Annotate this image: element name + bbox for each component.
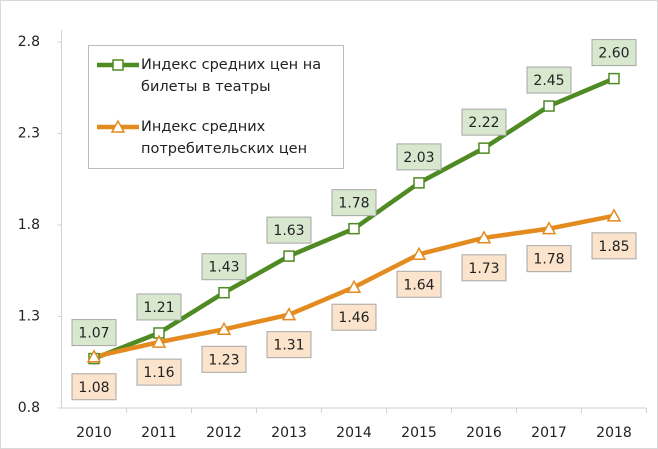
data-label-box bbox=[71, 319, 117, 347]
data-label-box bbox=[526, 245, 572, 273]
legend-label: Индекс средних цен на билеты в театры bbox=[141, 57, 322, 95]
marker bbox=[112, 59, 124, 71]
data-label: 1.23 bbox=[208, 352, 239, 368]
data-label: 1.21 bbox=[143, 300, 174, 316]
marker bbox=[411, 246, 427, 261]
data-label-box bbox=[591, 39, 637, 67]
data-label: 1.64 bbox=[403, 277, 434, 293]
x-tick-label: 2010 bbox=[76, 425, 112, 441]
data-label: 1.78 bbox=[338, 196, 369, 212]
data-label: 1.85 bbox=[598, 239, 629, 255]
y-tick-label: 2.3 bbox=[18, 126, 40, 142]
marker bbox=[151, 334, 167, 348]
legend-label: Индекс средних потребительских цен bbox=[141, 119, 308, 157]
marker bbox=[541, 221, 557, 235]
data-label-box bbox=[331, 303, 377, 331]
data-label: 1.46 bbox=[338, 310, 369, 326]
data-label-box bbox=[396, 270, 442, 298]
y-tick-label: 0.8 bbox=[18, 400, 40, 416]
marker bbox=[543, 100, 555, 112]
data-label: 2.22 bbox=[468, 115, 499, 131]
data-label: 1.73 bbox=[468, 261, 499, 277]
marker bbox=[413, 177, 425, 189]
data-label-box bbox=[396, 143, 442, 171]
data-label: 1.78 bbox=[533, 252, 564, 268]
x-tick-label: 2013 bbox=[271, 425, 307, 441]
data-label-box bbox=[71, 373, 117, 401]
x-tick-label: 2016 bbox=[466, 425, 502, 441]
data-label-box bbox=[591, 232, 637, 260]
y-tick-label: 1.8 bbox=[18, 217, 40, 233]
marker bbox=[218, 286, 230, 299]
data-label: 1.31 bbox=[273, 338, 304, 354]
data-label-box bbox=[266, 216, 312, 244]
marker bbox=[606, 208, 622, 222]
marker bbox=[283, 250, 295, 262]
legend-swatch bbox=[97, 59, 139, 71]
x-tick-label: 2014 bbox=[336, 425, 372, 441]
data-label: 2.03 bbox=[403, 150, 434, 166]
data-label: 1.43 bbox=[208, 260, 239, 276]
x-tick-label: 2012 bbox=[206, 425, 242, 441]
data-label-box bbox=[136, 358, 182, 386]
data-label-box bbox=[461, 254, 507, 282]
x-tick-label: 2011 bbox=[141, 425, 177, 441]
x-tick-label: 2015 bbox=[401, 425, 437, 441]
marker bbox=[608, 72, 620, 85]
data-label-box bbox=[201, 345, 247, 373]
data-label-box bbox=[461, 108, 507, 136]
marker bbox=[476, 230, 492, 244]
data-label: 1.08 bbox=[78, 380, 109, 396]
data-label: 2.60 bbox=[598, 46, 629, 62]
data-label-box bbox=[331, 189, 377, 217]
data-label-box bbox=[136, 293, 182, 321]
marker bbox=[86, 349, 102, 363]
data-label: 1.07 bbox=[78, 326, 109, 342]
data-label-box bbox=[266, 331, 312, 359]
marker bbox=[478, 142, 490, 154]
data-label: 2.45 bbox=[533, 73, 564, 89]
legend-swatch bbox=[97, 119, 139, 133]
x-tick-label: 2017 bbox=[531, 425, 567, 441]
data-label: 1.63 bbox=[273, 223, 304, 239]
y-tick-label: 2.8 bbox=[18, 34, 40, 50]
marker bbox=[216, 321, 232, 336]
data-label: 1.16 bbox=[143, 365, 174, 381]
y-tick-label: 1.3 bbox=[18, 309, 40, 325]
legend-item: Индекс средних потребительских цен bbox=[95, 116, 331, 160]
legend-item: Индекс средних цен на билеты в театры bbox=[95, 54, 331, 98]
data-label-box bbox=[526, 66, 572, 94]
marker bbox=[346, 279, 362, 293]
marker bbox=[348, 222, 360, 235]
marker bbox=[110, 119, 126, 133]
data-label-box bbox=[201, 253, 247, 281]
marker bbox=[281, 307, 297, 321]
legend: Индекс средних цен на билеты в театры Инд… bbox=[88, 45, 344, 169]
x-tick-label: 2018 bbox=[596, 425, 632, 441]
